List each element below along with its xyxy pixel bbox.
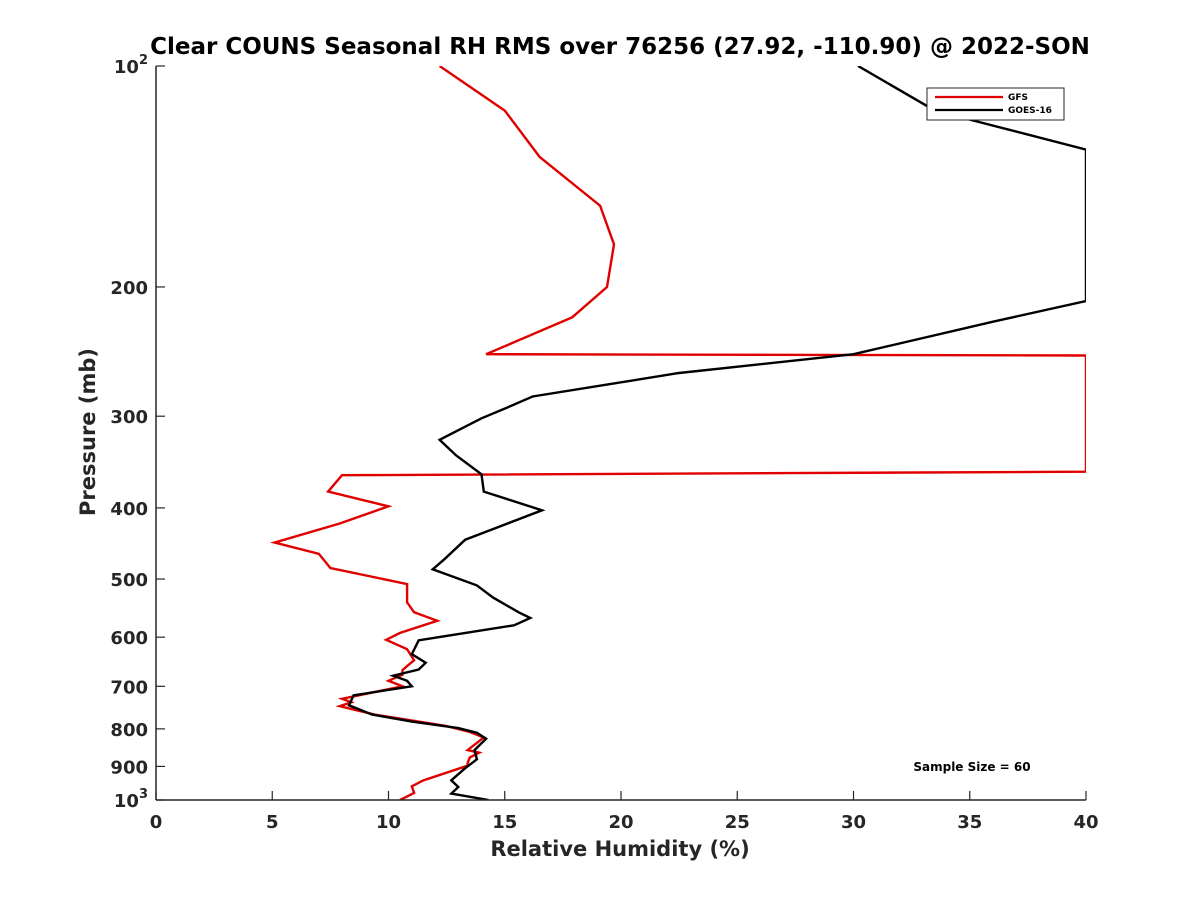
- legend: GFS GOES-16: [926, 87, 1065, 121]
- legend-label-goes16: GOES-16: [1008, 106, 1052, 116]
- y-tick-label: 600: [110, 628, 148, 649]
- x-axis-label: Relative Humidity (%): [490, 837, 749, 861]
- y-tick-label: 102: [114, 53, 148, 78]
- y-tick-label: 200: [110, 278, 148, 299]
- x-tick-label: 0: [150, 812, 163, 833]
- x-tick-label: 5: [266, 812, 279, 833]
- y-tick-label: 900: [110, 757, 148, 778]
- x-tick-label: 15: [492, 812, 517, 833]
- y-tick-label: 500: [110, 570, 148, 591]
- y-tick-label: 800: [110, 720, 148, 741]
- y-axis-label: Pressure (mb): [76, 348, 100, 516]
- x-tick-label: 25: [725, 812, 750, 833]
- x-tick-label: 30: [841, 812, 866, 833]
- x-tick-label: 10: [376, 812, 401, 833]
- y-tick-label: 400: [110, 499, 148, 520]
- y-tick-label: 700: [110, 677, 148, 698]
- x-tick-label: 20: [608, 812, 633, 833]
- y-axis-ticks: 102 200 300 400 500 600 700 800 900 103: [110, 53, 165, 812]
- legend-label-gfs: GFS: [1008, 93, 1028, 103]
- chart-title: Clear COUNS Seasonal RH RMS over 76256 (…: [150, 34, 1090, 60]
- legend-box: [926, 87, 1065, 121]
- plot-area: [270, 66, 1086, 800]
- x-tick-label: 40: [1073, 812, 1098, 833]
- y-tick-label: 300: [110, 407, 148, 428]
- x-axis-ticks: 0 5 10 15 20 25 30 35 40: [150, 791, 1099, 833]
- sample-size-annotation: Sample Size = 60: [913, 760, 1030, 774]
- series-line-goes16: [347, 66, 1086, 800]
- x-tick-label: 35: [957, 812, 982, 833]
- y-tick-label: 103: [114, 787, 148, 812]
